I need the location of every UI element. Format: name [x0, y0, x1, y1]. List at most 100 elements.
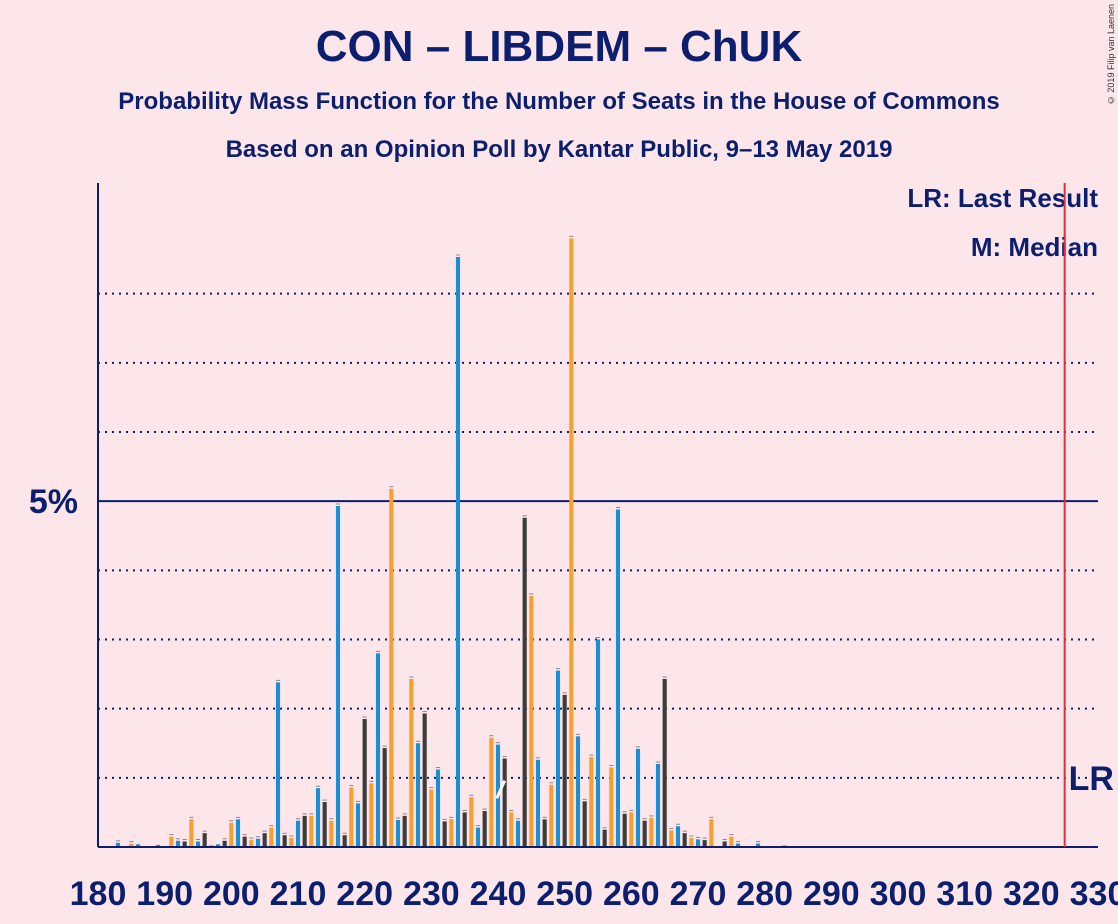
- bar: [635, 748, 641, 847]
- bar: [435, 769, 441, 847]
- bar: [282, 835, 287, 847]
- median-marker: [495, 779, 507, 799]
- bar: [509, 812, 514, 847]
- bar: [555, 670, 561, 847]
- bar: [409, 678, 414, 847]
- bar: [342, 835, 347, 847]
- bar: [549, 784, 554, 847]
- x-tick-label: 280: [736, 875, 793, 913]
- bar: [755, 843, 761, 847]
- bar: [349, 787, 354, 847]
- bar: [722, 841, 727, 847]
- bar: [662, 678, 667, 847]
- bar: [649, 817, 654, 847]
- bar: [655, 764, 661, 847]
- bar: [215, 844, 221, 847]
- legend-last-result: LR: Last Result: [907, 183, 1098, 213]
- bar: [395, 820, 401, 847]
- bar: [682, 833, 687, 847]
- gridlines: [98, 292, 1098, 779]
- bar: [202, 833, 207, 847]
- chart-title: CON – LIBDEM – ChUK: [315, 22, 803, 71]
- bar: [322, 802, 327, 847]
- bar: [702, 840, 707, 847]
- bar: [155, 844, 161, 847]
- bar: [595, 639, 601, 847]
- bar: [569, 238, 574, 848]
- chart-subtitle: Probability Mass Function for the Number…: [118, 88, 1000, 115]
- bar: [235, 819, 241, 847]
- chart-source-line: Based on an Opinion Poll by Kantar Publi…: [225, 136, 893, 163]
- bar: [315, 788, 321, 847]
- bar: [502, 758, 507, 847]
- axes: [97, 183, 1098, 848]
- x-tick-label: 310: [936, 875, 993, 913]
- bar: [289, 838, 294, 847]
- bar: [462, 812, 467, 847]
- bar: [329, 820, 334, 847]
- bar: [209, 844, 214, 847]
- bar: [529, 595, 534, 847]
- bar: [222, 840, 227, 847]
- bar: [482, 811, 487, 847]
- bar: [735, 843, 741, 847]
- x-tick-label: 180: [70, 875, 127, 913]
- bar: [262, 833, 267, 847]
- bar: [709, 819, 714, 847]
- bar: [669, 830, 674, 847]
- x-tick-label: 230: [403, 875, 460, 913]
- bar: [295, 820, 301, 847]
- bar: [115, 842, 121, 847]
- bar: [415, 743, 421, 847]
- bar: [382, 748, 387, 847]
- bar: [602, 829, 607, 847]
- bar: [389, 488, 394, 847]
- bar: [182, 841, 187, 847]
- bar: [335, 506, 341, 847]
- bar: [229, 822, 234, 847]
- bar: [589, 757, 594, 847]
- bar: [355, 803, 361, 847]
- bar: [169, 836, 174, 847]
- bar: [615, 509, 621, 847]
- x-tick-label: 210: [270, 875, 327, 913]
- bar: [622, 813, 627, 847]
- bar: [402, 815, 407, 847]
- bar: [422, 713, 427, 847]
- bar: [469, 797, 474, 847]
- bar: [375, 653, 381, 847]
- x-tick-label: 300: [870, 875, 927, 913]
- x-tick-label: 270: [670, 875, 727, 913]
- bar: [189, 819, 194, 847]
- bar: [575, 736, 581, 847]
- bar: [449, 819, 454, 847]
- x-tick-label: 260: [603, 875, 660, 913]
- bar: [275, 682, 281, 847]
- bar: [369, 783, 374, 847]
- bar: [642, 820, 647, 847]
- x-tick-label: 220: [336, 875, 393, 913]
- x-tick-label: 200: [203, 875, 260, 913]
- bar: [362, 719, 367, 847]
- bar: [249, 840, 254, 847]
- bar: [689, 838, 694, 847]
- bar: [302, 815, 307, 847]
- bar: [309, 815, 314, 847]
- y-tick-label: 5%: [29, 483, 78, 521]
- bar: [629, 812, 634, 847]
- bar: [455, 257, 461, 848]
- bar: [542, 819, 547, 847]
- x-tick-label: 250: [536, 875, 593, 913]
- x-tick-label: 290: [803, 875, 860, 913]
- bar: [269, 827, 274, 847]
- bar: [729, 836, 734, 847]
- bar: [609, 767, 614, 847]
- bar: [129, 843, 134, 847]
- bar: [442, 821, 447, 847]
- bars: [115, 235, 827, 848]
- bar: [175, 840, 181, 847]
- x-tick-label: 190: [136, 875, 193, 913]
- bar: [135, 844, 141, 847]
- legend-median: M: Median: [970, 232, 1098, 262]
